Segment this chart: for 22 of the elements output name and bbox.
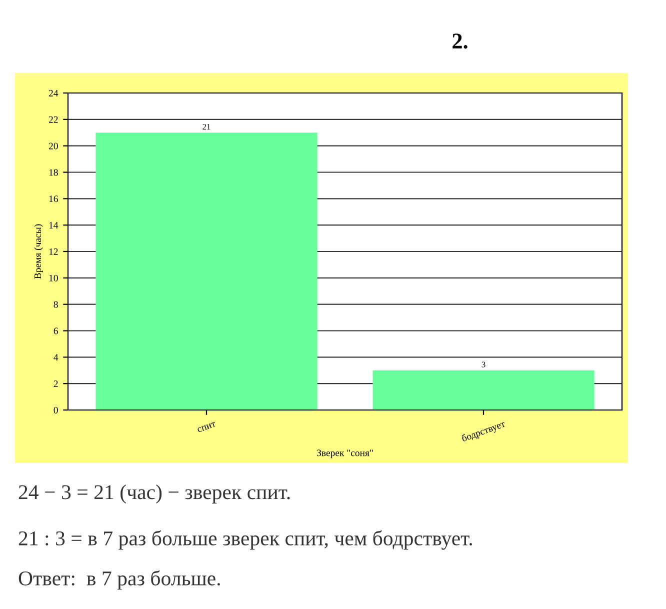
y-tick-label: 0 xyxy=(54,406,58,414)
y-tick-label: 2 xyxy=(54,380,58,387)
y-tick-label: 12 xyxy=(49,248,58,255)
text: 24 − 3 = 21 (час) − зверек спит. xyxy=(18,484,290,504)
y-tick-label: 14 xyxy=(49,222,58,228)
x-tick-label: спит xyxy=(197,422,216,433)
y-tick-label: 20 xyxy=(48,142,58,150)
text: Ответ: в 7 раз больше. xyxy=(18,570,220,590)
chart-title: 2. xyxy=(452,34,468,49)
y-axis-title: Время (часы) xyxy=(34,224,43,279)
y-tick-label: 10 xyxy=(49,274,58,282)
y-tick-label: 16 xyxy=(49,196,58,202)
y-tick-label: 22 xyxy=(48,116,58,123)
data-label: 3 xyxy=(482,362,486,368)
x-axis-title: Зверек "соня" xyxy=(317,450,373,458)
text: 21 : 3 = в 7 раз больше зверек спит, чем бодрствует. xyxy=(18,530,472,550)
y-tick-label: 18 xyxy=(49,169,58,176)
y-tick-label: 8 xyxy=(54,301,58,308)
data-label: 21 xyxy=(202,124,210,130)
y-tick-label: 6 xyxy=(54,328,58,334)
y-tick-label: 4 xyxy=(54,354,58,361)
y-tick-label: 24 xyxy=(48,90,58,96)
